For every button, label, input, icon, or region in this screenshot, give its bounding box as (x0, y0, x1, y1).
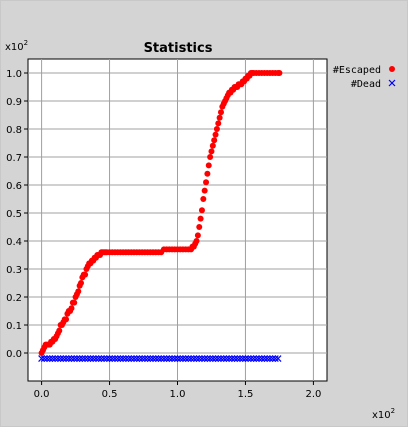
escaped-point (215, 120, 221, 126)
y-tick-label: 1.0 (6, 69, 22, 80)
legend: #Escaped #Dead (333, 65, 395, 90)
escaped-point (203, 179, 209, 185)
x-scale-label: x102 (372, 407, 395, 421)
legend-label-escaped: #Escaped (333, 65, 381, 76)
escaped-point (213, 132, 219, 138)
x-tick-label: 1.5 (238, 389, 254, 400)
y-tick-label: 0.8 (6, 125, 22, 136)
x-tick-label: 0.0 (34, 389, 50, 400)
escaped-point (194, 238, 200, 244)
y-scale-label: x102 (5, 39, 28, 53)
escaped-point (56, 328, 62, 334)
y-tick-label: 0.5 (6, 209, 22, 220)
y-tick-label: 0.7 (6, 153, 22, 164)
escaped-point (208, 148, 214, 154)
escaped-point (202, 188, 208, 194)
y-tick-label: 0.2 (6, 293, 22, 304)
escaped-point (75, 288, 81, 294)
escaped-point (198, 216, 204, 222)
escaped-point (218, 109, 224, 115)
escaped-point (71, 300, 77, 306)
escaped-point (196, 224, 202, 230)
y-tick-label: 0.3 (6, 265, 22, 276)
x-tick-label: 2.0 (305, 389, 321, 400)
escaped-point (206, 162, 212, 168)
x-tick-label: 0.5 (102, 389, 118, 400)
legend-marker-escaped (389, 66, 395, 72)
y-tick-label: 0.0 (6, 349, 22, 360)
escaped-point (210, 143, 216, 149)
legend-marker-dead (389, 80, 395, 86)
y-tick-label: 0.4 (6, 237, 22, 248)
x-tick-label: 1.0 (170, 389, 186, 400)
escaped-point (204, 171, 210, 177)
escaped-point (200, 196, 206, 202)
escaped-point (78, 280, 84, 286)
escaped-point (276, 70, 282, 76)
escaped-point (211, 137, 217, 143)
chart-title: Statistics (144, 41, 213, 56)
escaped-point (82, 272, 88, 278)
escaped-point (207, 154, 213, 160)
y-tick-label: 0.9 (6, 97, 22, 108)
escaped-point (63, 316, 69, 322)
legend-label-dead: #Dead (351, 79, 381, 90)
escaped-point (68, 305, 74, 311)
escaped-point (195, 232, 201, 238)
y-tick-label: 0.6 (6, 181, 22, 192)
y-tick-label: 0.1 (6, 321, 22, 332)
escaped-point (214, 126, 220, 132)
escaped-point (217, 115, 223, 121)
escaped-point (199, 207, 205, 213)
